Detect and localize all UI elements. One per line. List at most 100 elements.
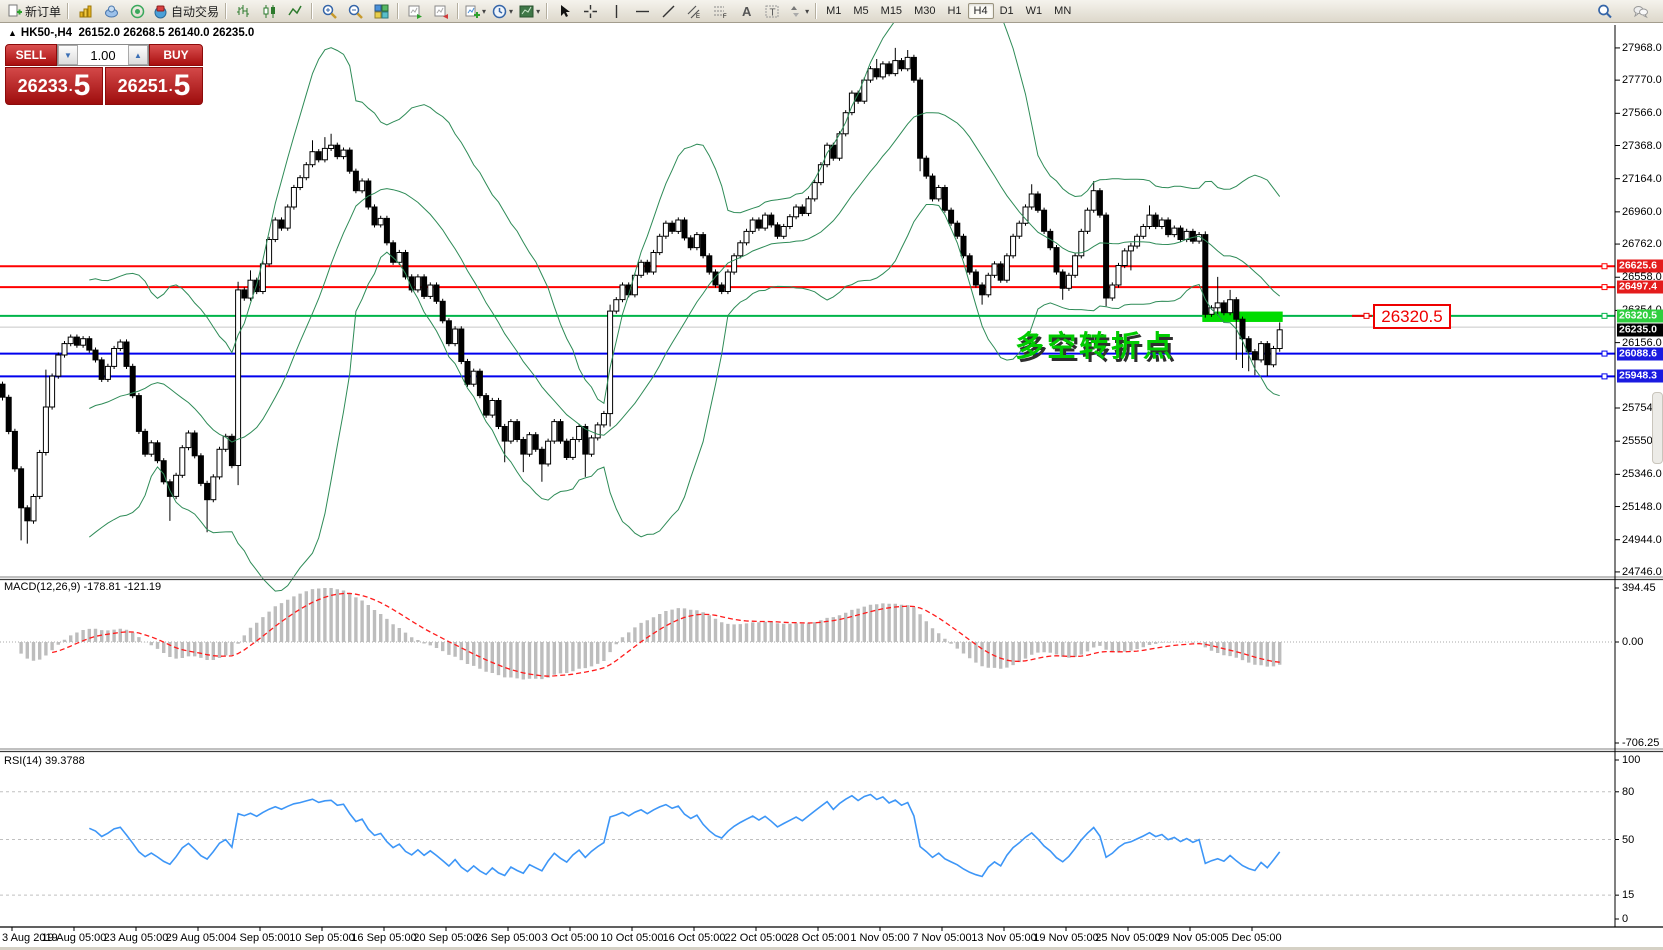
chart-annotation-text[interactable]: 多空转折点	[1015, 331, 1176, 363]
buy-price-dot: .	[168, 78, 173, 94]
ohlc-header: ▲ HK50-,H4 26152.0 26268.5 26140.0 26235.…	[8, 27, 254, 39]
up-candles[interactable]	[30, 56, 1283, 522]
buy-button[interactable]: BUY	[149, 44, 203, 66]
window-bottom-edge	[0, 947, 1663, 950]
pivot-price-label[interactable]: 26320.5	[1373, 304, 1451, 329]
down-candles[interactable]	[0, 56, 1271, 522]
bollinger-middle[interactable]	[89, 112, 1281, 443]
rsi-indicator-label: RSI(14) 39.3788	[4, 755, 85, 767]
zoom-in-icon	[322, 4, 337, 19]
line-chart-button[interactable]	[282, 1, 308, 22]
new-order-button[interactable]: 新订单	[4, 1, 64, 22]
bar-chart-button[interactable]	[230, 1, 256, 22]
volume-stepper: ▼ 1.00 ▲	[57, 44, 149, 66]
axis-label: 25550.0	[1622, 435, 1662, 448]
axis-label: 26156.0	[1622, 336, 1662, 349]
timeframe-mn-button[interactable]: MN	[1054, 5, 1072, 17]
time-axis-label: 10 Sep 05:00	[289, 932, 355, 944]
zoom-out-button[interactable]	[342, 1, 368, 22]
crosshair-button[interactable]	[577, 1, 603, 22]
templates-button[interactable]: ▾	[516, 1, 543, 22]
last-price-badge: 26235.0	[1617, 323, 1663, 337]
horizontal-line-button[interactable]	[629, 1, 655, 22]
cursor-button[interactable]	[551, 1, 577, 22]
vertical-line-button[interactable]	[603, 1, 629, 22]
auto-scroll-icon	[408, 4, 423, 19]
market-signals-icon[interactable]	[124, 1, 150, 22]
hline-resistance-1-handle[interactable]	[1601, 263, 1608, 270]
hline-pivot-handle[interactable]	[1601, 312, 1608, 319]
buy-price[interactable]: 26251 . 5	[105, 67, 203, 105]
toolbar-separator	[815, 3, 818, 19]
timeframe-d1-button[interactable]: D1	[999, 5, 1014, 17]
volume-decrease-button[interactable]: ▼	[58, 45, 78, 65]
symbol-period-label: HK50-,H4	[20, 27, 73, 39]
axis-label: 26762.0	[1622, 238, 1662, 251]
time-axis-label: 19 Aug 05:00	[41, 932, 107, 944]
periods-button[interactable]: ▾	[489, 1, 516, 22]
bollinger-lower[interactable]	[88, 204, 1280, 592]
line-icon	[287, 4, 303, 19]
timeframe-m15-button[interactable]: M15	[880, 5, 903, 17]
timeframe-w1-button[interactable]: W1	[1025, 5, 1043, 17]
timeframe-h1-button[interactable]: H1	[947, 5, 962, 17]
autotrading-button[interactable]: 自动交易	[150, 1, 222, 22]
price-badge-resistance-1: 26625.6	[1617, 259, 1663, 273]
axis-label: 394.45	[1622, 582, 1656, 594]
time-axis-label: 4 Sep 05:00	[230, 932, 290, 944]
chart-canvas[interactable]	[0, 23, 1663, 950]
toolbar-right-group	[1591, 1, 1659, 22]
profile-icon[interactable]	[98, 1, 124, 22]
zoom-out-icon	[348, 4, 363, 19]
price-badge-resistance-2: 26497.4	[1617, 280, 1663, 294]
bollinger-upper[interactable]	[89, 23, 1281, 405]
arrows-button[interactable]: ▾	[785, 1, 812, 22]
scrollbar-thumb[interactable]	[1652, 392, 1663, 464]
time-axis-label: 5 Dec 05:00	[1222, 932, 1282, 944]
toolbar-separator	[67, 3, 70, 19]
time-axis-label: 26 Sep 05:00	[475, 932, 541, 944]
macd-histogram[interactable]	[19, 588, 1282, 680]
tile-windows-button[interactable]	[368, 1, 394, 22]
volume-input[interactable]: 1.00	[90, 47, 116, 63]
candle-wicks[interactable]	[2, 47, 1281, 544]
macd-indicator-label: MACD(12,26,9) -178.81 -121.19	[4, 581, 162, 593]
axis-label: 80	[1622, 785, 1635, 798]
collapse-panel-icon[interactable]: ▲	[8, 28, 17, 38]
zoom-in-button[interactable]	[316, 1, 342, 22]
new-chart-button[interactable]: ▾	[462, 1, 489, 22]
rsi-line[interactable]	[88, 793, 1281, 878]
timeframe-m30-button[interactable]: M30	[914, 5, 936, 17]
pivot-label-anchor[interactable]	[1363, 312, 1370, 319]
ohlc-values: 26152.0 26268.5 26140.0 26235.0	[78, 27, 255, 39]
text-button[interactable]: A	[733, 1, 759, 22]
trendline-button[interactable]	[655, 1, 681, 22]
hline-support-2-handle[interactable]	[1601, 373, 1608, 380]
equidistant-channel-button[interactable]: E	[681, 1, 707, 22]
chat-icon[interactable]	[1627, 1, 1653, 22]
text-label-button[interactable]: T	[759, 1, 785, 22]
timeframe-h4-button[interactable]: H4	[967, 3, 994, 19]
buy-price-main: 26251	[117, 75, 168, 96]
hline-support-1-handle[interactable]	[1601, 350, 1608, 357]
time-axis-label: 19 Nov 05:00	[1033, 932, 1099, 944]
symbol-search-icon[interactable]	[1591, 1, 1617, 22]
sell-price[interactable]: 26233 . 5	[5, 67, 103, 105]
charts-grid-icon[interactable]	[72, 1, 98, 22]
sell-button[interactable]: SELL	[5, 44, 57, 66]
chart-shift-button[interactable]	[428, 1, 454, 22]
timeframe-m5-button[interactable]: M5	[853, 5, 869, 17]
hline-resistance-2-handle[interactable]	[1601, 284, 1608, 291]
svg-text:A: A	[742, 4, 752, 19]
candlestick-chart-button[interactable]	[256, 1, 282, 22]
axis-label: -706.25	[1622, 737, 1660, 749]
macd-signal-line[interactable]	[51, 592, 1280, 677]
time-axis-label: 28 Oct 05:00	[786, 932, 850, 944]
fibonacci-button[interactable]: F	[707, 1, 733, 22]
clock-icon	[492, 4, 507, 19]
fibo-icon: F	[713, 4, 728, 19]
timeframe-m1-button[interactable]: M1	[826, 5, 842, 17]
svg-text:F: F	[723, 14, 727, 19]
auto-scroll-button[interactable]	[402, 1, 428, 22]
volume-increase-button[interactable]: ▲	[128, 45, 148, 65]
